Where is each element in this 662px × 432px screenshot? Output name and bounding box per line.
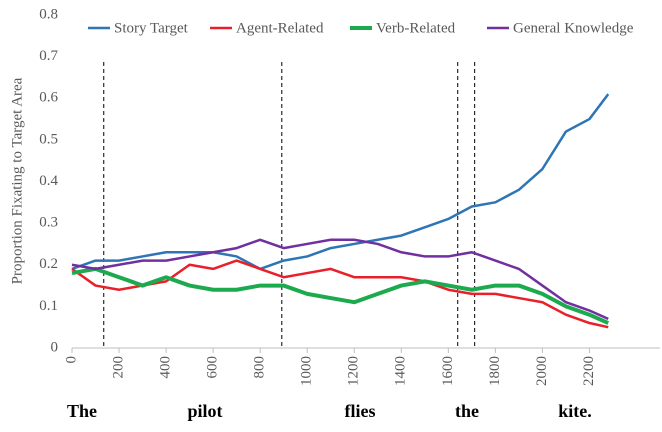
y-tick-label: 0.5 — [39, 131, 58, 147]
y-tick-label: 0.3 — [39, 215, 58, 231]
y-axis-label: Proportion Fixating to Target Area — [9, 77, 25, 284]
word-label: flies — [345, 401, 376, 421]
y-tick-label: 0.2 — [39, 256, 58, 272]
x-tick-label: 1400 — [393, 356, 409, 386]
series-line — [71, 259, 609, 329]
word-label: The — [67, 401, 97, 421]
y-tick-label: 0.6 — [39, 90, 58, 106]
x-tick-label: 0 — [63, 356, 79, 364]
series-line — [71, 93, 610, 271]
legend-label: Verb-Related — [376, 20, 456, 36]
legend-label: Agent-Related — [236, 20, 324, 36]
x-tick-label: 1200 — [346, 356, 362, 386]
legend-label: Story Target — [114, 20, 189, 36]
y-tick-label: 0.8 — [39, 6, 58, 22]
x-tick-label: 400 — [158, 356, 174, 379]
word-label: pilot — [187, 401, 222, 421]
x-tick-label: 2200 — [581, 356, 597, 386]
x-tick-label: 600 — [205, 356, 221, 379]
y-tick-label: 0.4 — [39, 173, 58, 189]
y-tick-label: 0 — [51, 339, 59, 355]
legend-label: General Knowledge — [513, 20, 634, 36]
series-line — [71, 266, 610, 325]
word-label: kite. — [558, 401, 592, 421]
x-tick-label: 800 — [252, 356, 268, 379]
y-tick-label: 0.7 — [39, 48, 58, 64]
y-tick-label: 0.1 — [39, 298, 58, 314]
x-tick-label: 1000 — [299, 356, 315, 386]
x-tick-label: 2000 — [534, 356, 550, 386]
x-tick-label: 200 — [110, 356, 126, 379]
word-label: the — [455, 401, 479, 421]
x-tick-label: 1800 — [487, 356, 503, 386]
x-tick-label: 1600 — [440, 356, 456, 386]
series-line — [71, 238, 609, 321]
